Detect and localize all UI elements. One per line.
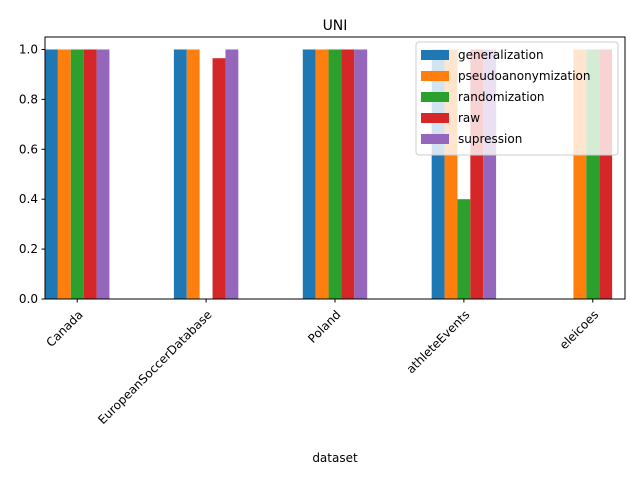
- legend-label-raw: raw: [458, 111, 480, 125]
- y-tick-label: 0.8: [19, 92, 38, 106]
- bar-supression-Poland: [354, 49, 368, 299]
- bar-randomization-Canada: [70, 49, 84, 299]
- y-tick-label: 0.6: [19, 142, 38, 156]
- y-tick-label: 0.2: [19, 242, 38, 256]
- legend-swatch-pseudoanonymization: [421, 71, 449, 81]
- bar-raw-Poland: [341, 49, 355, 299]
- x-axis-label: dataset: [312, 451, 358, 465]
- y-axis: 0.0 0.2 0.4 0.6 0.8 1.0: [19, 42, 45, 306]
- legend-swatch-supression: [421, 134, 449, 144]
- bar-raw-Canada: [83, 49, 97, 299]
- legend-label-supression: supression: [458, 132, 522, 146]
- y-tick-label: 0.4: [19, 192, 38, 206]
- y-tick-label: 0.0: [19, 292, 38, 306]
- legend-label-randomization: randomization: [458, 90, 545, 104]
- bar-randomization-Poland: [328, 49, 342, 299]
- bar-generalization-EuropeanSoccerDatabase: [173, 49, 187, 299]
- bar-supression-EuropeanSoccerDatabase: [225, 49, 239, 299]
- legend-swatch-generalization: [421, 50, 449, 60]
- chart-title: UNI: [323, 18, 348, 34]
- y-tick-label: 1.0: [19, 42, 38, 56]
- bar-raw-EuropeanSoccerDatabase: [212, 58, 226, 300]
- legend-swatch-raw: [421, 113, 449, 123]
- legend-box: [415, 41, 619, 156]
- bar-supression-Canada: [96, 49, 110, 299]
- bar-randomization-athleteEvents: [457, 199, 471, 299]
- legend-swatch-randomization: [421, 92, 449, 102]
- bar-pseudoanonymization-Poland: [315, 49, 329, 299]
- bar-pseudoanonymization-Canada: [57, 49, 71, 299]
- bar-generalization-Canada: [45, 49, 58, 299]
- bar-generalization-Poland: [302, 49, 316, 299]
- legend: generalization pseudoanonymization randomi…: [415, 41, 619, 156]
- legend-label-pseudoanonymization: pseudoanonymization: [458, 69, 591, 83]
- legend-label-generalization: generalization: [458, 48, 544, 62]
- bar-pseudoanonymization-EuropeanSoccerDatabase: [186, 49, 200, 299]
